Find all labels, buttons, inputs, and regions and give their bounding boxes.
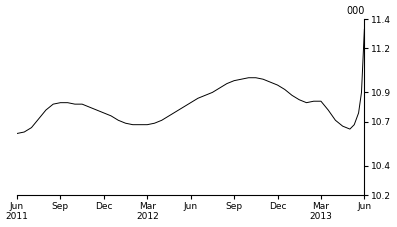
Text: 000: 000 xyxy=(346,5,364,15)
